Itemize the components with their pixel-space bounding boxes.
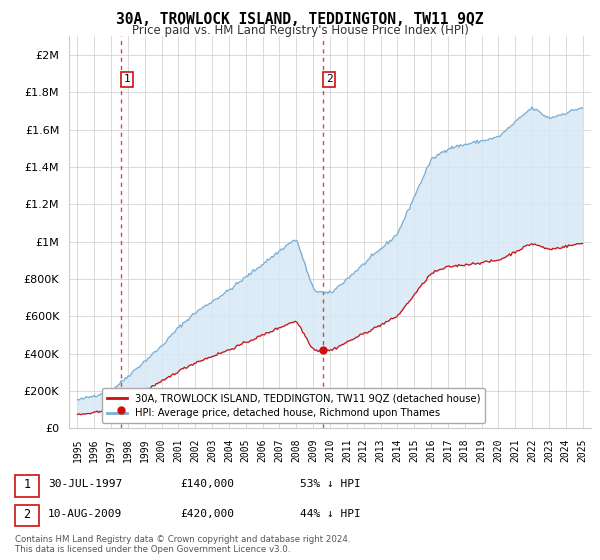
Text: 2: 2	[23, 507, 31, 521]
Text: 10-AUG-2009: 10-AUG-2009	[48, 509, 122, 519]
Text: 53% ↓ HPI: 53% ↓ HPI	[300, 479, 361, 489]
Text: Contains HM Land Registry data © Crown copyright and database right 2024.
This d: Contains HM Land Registry data © Crown c…	[15, 535, 350, 554]
Text: 44% ↓ HPI: 44% ↓ HPI	[300, 509, 361, 519]
Text: 2: 2	[326, 74, 332, 85]
Text: Price paid vs. HM Land Registry's House Price Index (HPI): Price paid vs. HM Land Registry's House …	[131, 24, 469, 37]
Text: 30-JUL-1997: 30-JUL-1997	[48, 479, 122, 489]
Text: 1: 1	[23, 478, 31, 491]
Text: £140,000: £140,000	[180, 479, 234, 489]
Text: 1: 1	[124, 74, 130, 85]
Text: 30A, TROWLOCK ISLAND, TEDDINGTON, TW11 9QZ: 30A, TROWLOCK ISLAND, TEDDINGTON, TW11 9…	[116, 12, 484, 27]
Legend: 30A, TROWLOCK ISLAND, TEDDINGTON, TW11 9QZ (detached house), HPI: Average price,: 30A, TROWLOCK ISLAND, TEDDINGTON, TW11 9…	[102, 389, 485, 423]
Text: £420,000: £420,000	[180, 509, 234, 519]
